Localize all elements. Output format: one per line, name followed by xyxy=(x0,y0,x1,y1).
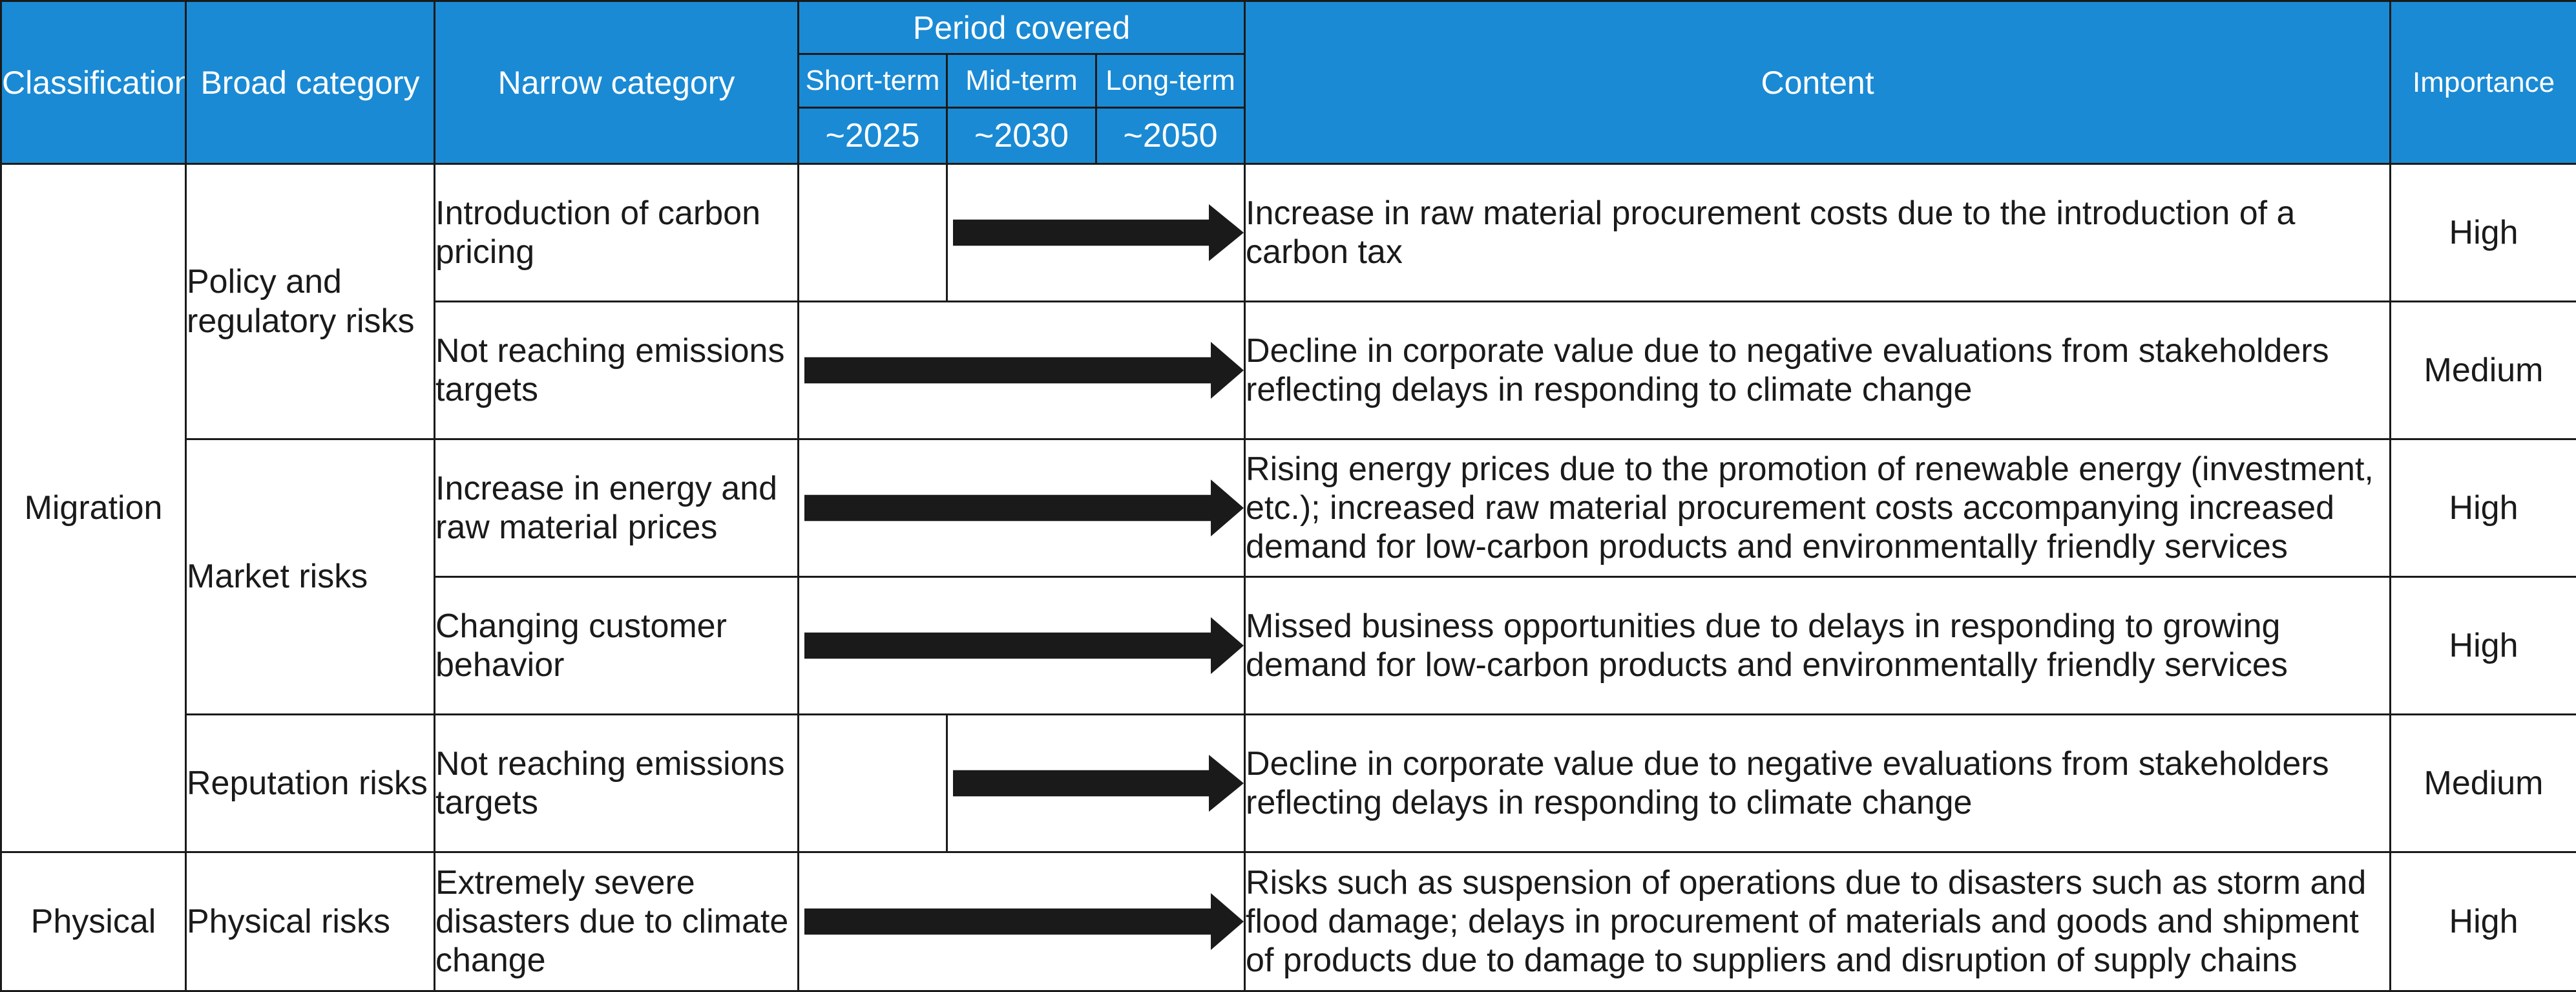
period-arrow-short-to-long xyxy=(804,893,1244,950)
period-short-cell xyxy=(799,715,947,852)
narrow-category: Changing customer behavior xyxy=(435,577,799,715)
period-arrow-cell xyxy=(799,302,1245,439)
risk-content: Decline in corporate value due to negati… xyxy=(1245,715,2391,852)
narrow-category: Extremely severe disasters due to climat… xyxy=(435,852,799,991)
classification-migration: Migration xyxy=(1,164,186,852)
period-arrow-mid-to-long xyxy=(953,755,1244,812)
period-arrow-cell xyxy=(799,577,1245,715)
header-long-term: Long-term xyxy=(1096,54,1245,108)
period-arrow-cell xyxy=(799,852,1245,991)
narrow-category: Increase in energy and raw material pric… xyxy=(435,439,799,577)
header-short-year: ~2025 xyxy=(799,108,947,164)
period-arrow-cell xyxy=(947,715,1245,852)
broad-category-market: Market risks xyxy=(186,439,435,715)
risk-content: Risks such as suspension of operations d… xyxy=(1245,852,2391,991)
header-classification: Classification xyxy=(1,1,186,164)
period-arrow-cell xyxy=(799,439,1245,577)
narrow-category: Introduction of carbon pricing xyxy=(435,164,799,302)
narrow-category: Not reaching emissions targets xyxy=(435,715,799,852)
header-short-term: Short-term xyxy=(799,54,947,108)
header-importance: Importance xyxy=(2391,1,2576,164)
header-mid-year: ~2030 xyxy=(947,108,1096,164)
period-arrow-short-to-long xyxy=(804,342,1244,399)
risk-content: Decline in corporate value due to negati… xyxy=(1245,302,2391,439)
risk-content: Missed business opportunities due to del… xyxy=(1245,577,2391,715)
header-broad-category: Broad category xyxy=(186,1,435,164)
broad-category-reputation: Reputation risks xyxy=(186,715,435,852)
risk-content: Rising energy prices due to the promotio… xyxy=(1245,439,2391,577)
header-period-covered: Period covered xyxy=(799,1,1245,54)
period-arrow-mid-to-long xyxy=(953,204,1244,261)
header-mid-term: Mid-term xyxy=(947,54,1096,108)
period-arrow-short-to-long xyxy=(804,480,1244,536)
period-short-cell xyxy=(799,164,947,302)
importance-badge: Medium xyxy=(2391,302,2576,439)
narrow-category: Not reaching emissions targets xyxy=(435,302,799,439)
header-narrow-category: Narrow category xyxy=(435,1,799,164)
importance-badge: High xyxy=(2391,577,2576,715)
period-arrow-cell xyxy=(947,164,1245,302)
table-header: Classification Broad category Narrow cat… xyxy=(1,1,2576,164)
header-content: Content xyxy=(1245,1,2391,164)
classification-physical: Physical xyxy=(1,852,186,991)
importance-badge: High xyxy=(2391,852,2576,991)
broad-category-policy: Policy and regulatory risks xyxy=(186,164,435,439)
table-row: Migration Policy and regulatory risks In… xyxy=(1,164,2576,302)
broad-category-physical: Physical risks xyxy=(186,852,435,991)
period-arrow-short-to-long xyxy=(804,617,1244,674)
risk-content: Increase in raw material procurement cos… xyxy=(1245,164,2391,302)
importance-badge: Medium xyxy=(2391,715,2576,852)
header-long-year: ~2050 xyxy=(1096,108,1245,164)
table-row: Market risks Increase in energy and raw … xyxy=(1,439,2576,577)
table-row: Physical Physical risks Extremely severe… xyxy=(1,852,2576,991)
table-row: Reputation risks Not reaching emissions … xyxy=(1,715,2576,852)
importance-badge: High xyxy=(2391,164,2576,302)
importance-badge: High xyxy=(2391,439,2576,577)
